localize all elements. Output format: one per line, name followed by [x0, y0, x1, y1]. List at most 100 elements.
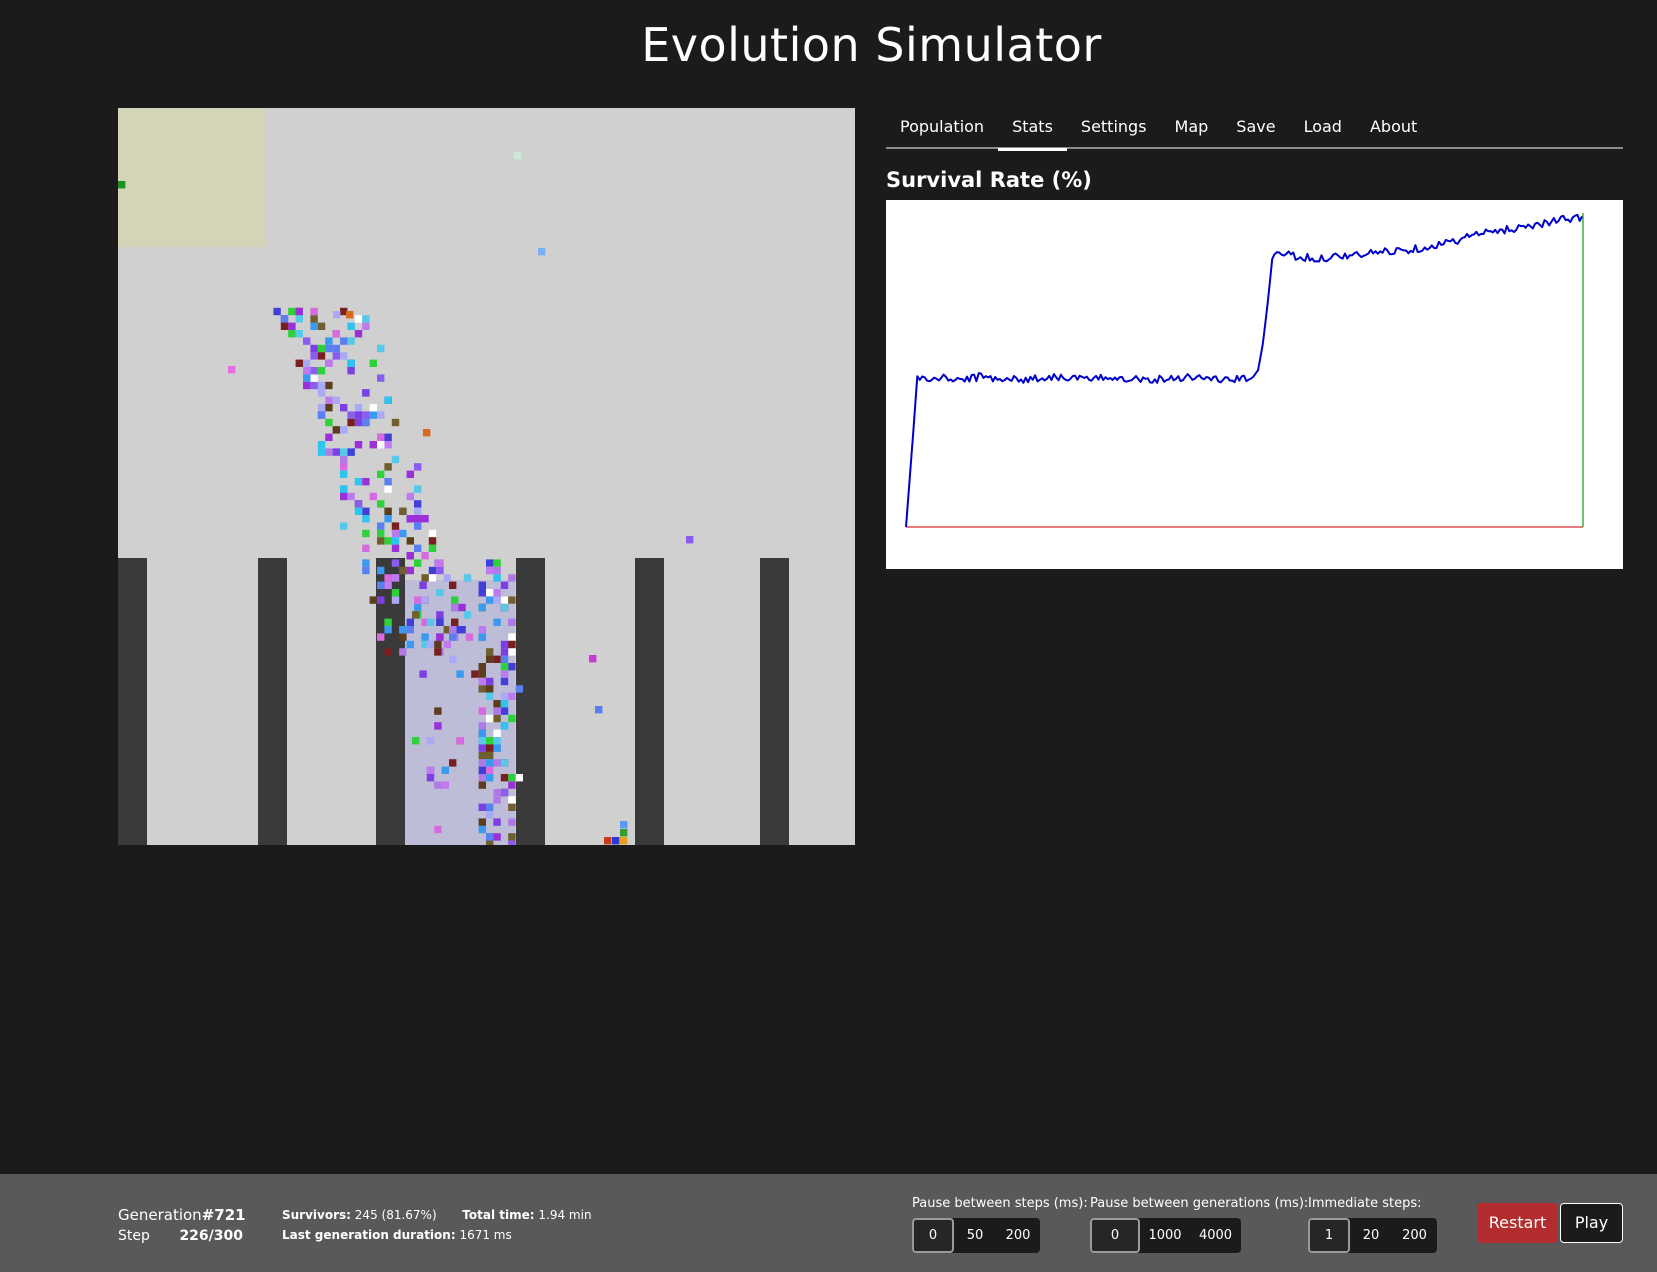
- tab-save[interactable]: Save: [1236, 117, 1276, 136]
- creature: [443, 640, 451, 649]
- creature: [340, 404, 348, 412]
- immediate-option-1[interactable]: 1: [1308, 1218, 1350, 1253]
- creature: [354, 418, 363, 427]
- creature: [340, 426, 348, 434]
- creature: [500, 596, 509, 604]
- creature: [493, 655, 501, 663]
- tab-about[interactable]: About: [1369, 117, 1418, 136]
- creature: [486, 766, 494, 774]
- creature: [406, 515, 414, 523]
- spawn-zone: [118, 108, 265, 247]
- creature: [340, 463, 348, 471]
- creature: [428, 574, 437, 582]
- creature: [317, 411, 326, 419]
- creature: [377, 344, 385, 353]
- creature: [486, 648, 494, 656]
- world-canvas: [118, 108, 855, 845]
- creature: [310, 352, 318, 360]
- creature: [471, 670, 479, 678]
- creature: [486, 744, 494, 752]
- survival-rate-chart: [886, 200, 1623, 569]
- creature: [486, 751, 494, 760]
- tab-load[interactable]: Load: [1303, 117, 1342, 136]
- creature: [508, 648, 516, 656]
- tab-stats[interactable]: Stats: [998, 108, 1067, 151]
- creature: [486, 833, 494, 841]
- creature: [340, 455, 348, 464]
- creature: [595, 706, 603, 714]
- creature: [478, 803, 486, 811]
- creature: [478, 685, 486, 693]
- creature: [384, 618, 392, 626]
- pause-gen-option-1000[interactable]: 1000: [1148, 1228, 1182, 1243]
- pause-gen-option-4000[interactable]: 4000: [1198, 1228, 1233, 1243]
- creature: [310, 381, 318, 390]
- creature: [493, 737, 501, 745]
- creature: [347, 418, 355, 427]
- creature: [377, 581, 385, 589]
- creature: [340, 448, 348, 456]
- pause-steps-option-0[interactable]: 0: [912, 1218, 954, 1253]
- creature: [428, 529, 437, 538]
- pause-steps-option-50[interactable]: 50: [966, 1228, 984, 1243]
- creature: [303, 381, 311, 390]
- creature: [486, 803, 494, 811]
- app-title: Evolution Simulator: [641, 18, 1102, 72]
- creature: [369, 359, 377, 367]
- creature: [325, 418, 333, 427]
- creature: [508, 796, 516, 804]
- creature: [347, 411, 355, 419]
- creature: [406, 566, 414, 575]
- creature: [514, 152, 522, 160]
- creature: [399, 648, 407, 656]
- restart-button[interactable]: Restart: [1477, 1203, 1558, 1243]
- creature: [508, 640, 516, 649]
- creature: [414, 603, 422, 612]
- creature: [443, 626, 451, 634]
- creature: [295, 330, 303, 338]
- creature: [508, 714, 516, 723]
- play-button[interactable]: Play: [1560, 1203, 1623, 1243]
- creature: [419, 670, 427, 678]
- immediate-option-20[interactable]: 20: [1362, 1228, 1380, 1243]
- creature: [434, 781, 442, 789]
- creature: [118, 181, 126, 189]
- creature: [377, 522, 385, 530]
- creature: [426, 737, 435, 745]
- creature: [325, 337, 333, 345]
- tab-settings[interactable]: Settings: [1080, 117, 1147, 136]
- generation-label: Generation: [118, 1205, 202, 1224]
- creature: [377, 537, 385, 545]
- creature: [399, 566, 407, 575]
- tab-map[interactable]: Map: [1174, 117, 1209, 136]
- creature: [362, 515, 370, 523]
- creature: [451, 596, 459, 604]
- immediate-option-200[interactable]: 200: [1402, 1228, 1427, 1243]
- creature: [228, 366, 236, 374]
- creature: [325, 396, 333, 404]
- creature: [384, 507, 392, 515]
- creature: [500, 640, 509, 649]
- creature: [303, 374, 311, 382]
- creature: [493, 596, 501, 604]
- pause-gen-option-0[interactable]: 0: [1090, 1218, 1140, 1253]
- creature: [493, 574, 501, 582]
- creature: [478, 663, 486, 671]
- wall: [258, 558, 287, 845]
- creature: [325, 433, 333, 441]
- creature: [332, 426, 340, 434]
- tab-population[interactable]: Population: [900, 117, 985, 136]
- creature: [486, 811, 494, 819]
- creature: [463, 574, 472, 582]
- creature: [508, 803, 516, 811]
- creature: [362, 566, 370, 575]
- creature: [273, 307, 281, 316]
- creature: [493, 566, 501, 575]
- creature: [515, 774, 523, 782]
- pause-steps-option-200[interactable]: 200: [1005, 1228, 1031, 1243]
- simulation-world[interactable]: [118, 108, 855, 845]
- creature: [426, 618, 435, 626]
- creature: [436, 566, 444, 575]
- creature: [620, 821, 628, 829]
- creature: [478, 603, 486, 612]
